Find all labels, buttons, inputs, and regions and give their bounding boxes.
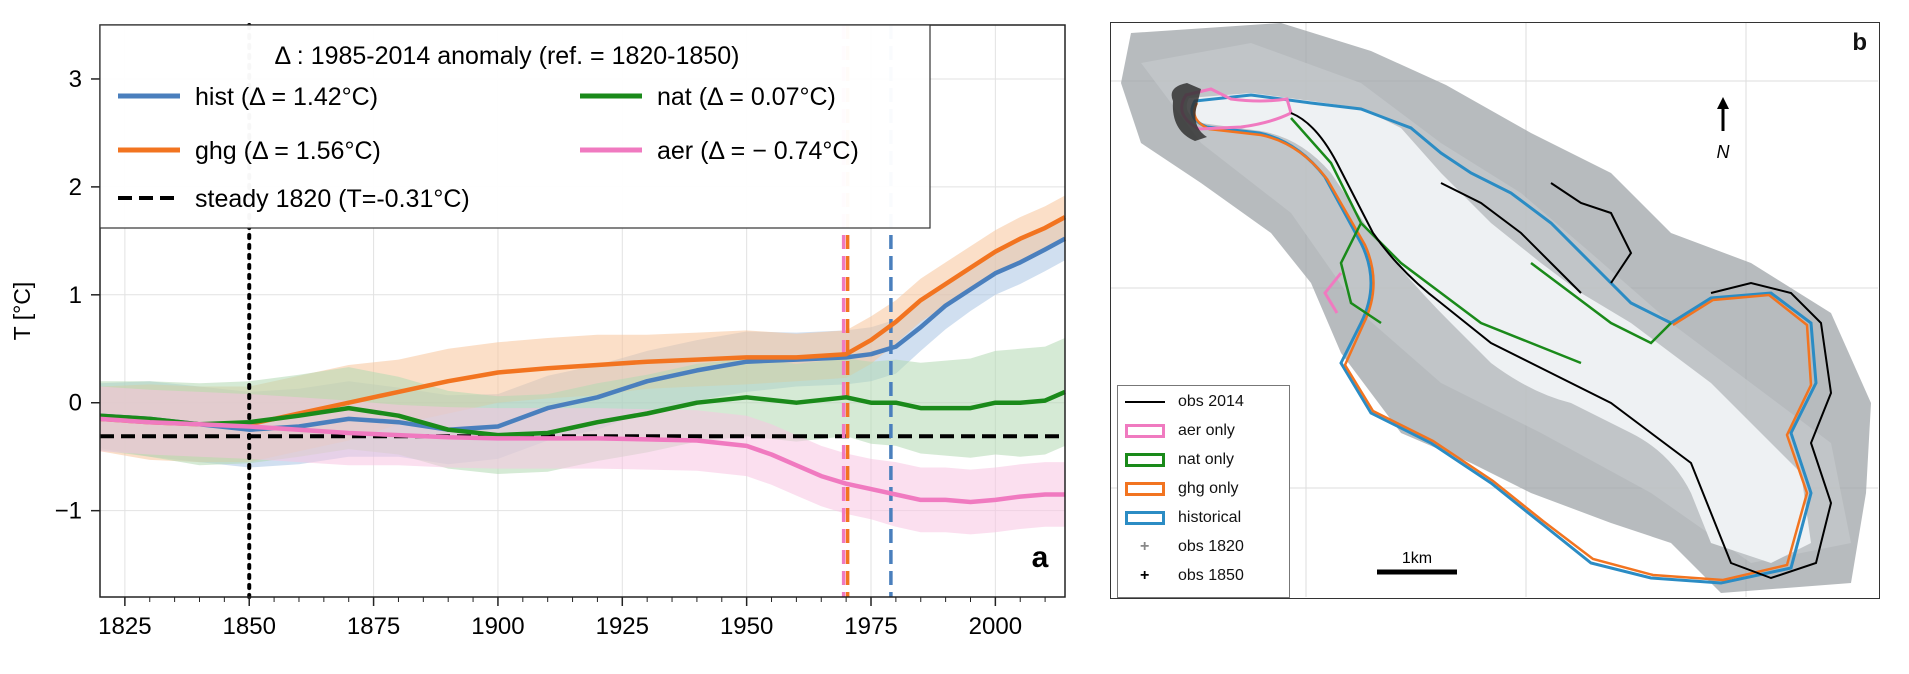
x-tick-label: 1850 — [223, 613, 276, 640]
y-tick-label: 3 — [69, 66, 82, 93]
y-axis-label: T [°C] — [9, 282, 35, 341]
legend-label-hist: hist (Δ = 1.42°C) — [195, 83, 378, 111]
scale-label: 1km — [1402, 550, 1432, 567]
y-tick-label: 2 — [69, 174, 82, 201]
glacier-ice — [1186, 93, 1811, 563]
legend-entry-aer: aer (Δ = − 0.74°C) — [580, 137, 859, 165]
outline-historical — [1190, 93, 1818, 585]
plus-icon: + — [1140, 567, 1150, 584]
legend-symbol-aer-only — [1125, 424, 1165, 438]
band-aer — [100, 386, 1065, 535]
legend-title: Δ : 1985-2014 anomaly (ref. = 1820-1850) — [275, 42, 740, 70]
legend-label-obs-2014: obs 2014 — [1178, 393, 1244, 410]
glacier-map-drawing: N 1km — [1111, 23, 1878, 597]
line-aer — [99, 416, 1065, 505]
legend-label-nat: nat (Δ = 0.07°C) — [657, 83, 836, 111]
x-tick-label: 1900 — [471, 613, 524, 640]
chart-legend: Δ : 1985-2014 anomaly (ref. = 1820-1850)… — [99, 24, 931, 229]
legend-label-ghg-only: ghg only — [1178, 480, 1239, 497]
legend-label-obs-1820: obs 1820 — [1178, 538, 1244, 555]
panel-letter-a: a — [1032, 541, 1049, 574]
line-nat — [99, 389, 1066, 438]
x-tick-label: 1975 — [844, 613, 897, 640]
legend-label-aer-only: aer only — [1178, 422, 1235, 439]
legend-entry-hist: hist (Δ = 1.42°C) — [118, 83, 378, 111]
x-tick-label: 1925 — [596, 613, 649, 640]
map-legend: obs 2014 aer only nat only ghg only hist… — [1117, 385, 1290, 598]
outline-nat-only — [1290, 117, 1672, 365]
x-tick-label: 2000 — [969, 613, 1022, 640]
obs-1820-1850-snout — [1171, 83, 1207, 141]
legend-symbol-nat-only — [1125, 453, 1165, 467]
y-tick-label: −1 — [55, 498, 82, 525]
glacier-map: N 1km b obs 2014 aer only nat only ghg o… — [1110, 22, 1880, 599]
north-arrow-icon — [1717, 97, 1729, 131]
north-label: N — [1717, 142, 1731, 162]
legend-label-historical: historical — [1178, 509, 1242, 526]
y-tick-label: 1 — [69, 282, 82, 309]
legend-label-aer: aer (Δ = − 0.74°C) — [657, 137, 859, 165]
temperature-chart: 1825 1850 1875 1900 1925 1950 1975 2000 −1 0 1 2 3 T… — [9, 23, 1067, 640]
legend-label-ghg: ghg (Δ = 1.56°C) — [195, 137, 381, 165]
legend-label-steady-1820: steady 1820 (T=-0.31°C) — [195, 185, 470, 213]
axis-ticks: 1825 1850 1875 1900 1925 1950 1975 2000 −1 0 1 2 3 — [55, 66, 1046, 640]
y-tick-label: 0 — [69, 390, 82, 417]
legend-entry-nat: nat (Δ = 0.07°C) — [580, 83, 836, 111]
plus-icon: + — [1140, 538, 1150, 555]
x-tick-label: 1825 — [98, 613, 151, 640]
legend-symbol-ghg-only — [1125, 482, 1165, 496]
legend-entry-ghg: ghg (Δ = 1.56°C) — [118, 137, 381, 165]
legend-symbol-historical — [1125, 511, 1165, 525]
legend-label-obs-1850: obs 1850 — [1178, 567, 1244, 584]
series-lines — [99, 215, 1067, 505]
x-tick-label: 1950 — [720, 613, 773, 640]
outline-obs-2014 — [1290, 112, 1833, 580]
legend-entry-steady-1820: steady 1820 (T=-0.31°C) — [118, 185, 470, 213]
legend-label-nat-only: nat only — [1178, 451, 1235, 468]
x-tick-label: 1875 — [347, 613, 400, 640]
legend-symbol-obs-2014 — [1125, 401, 1165, 403]
line-hist — [99, 236, 1067, 432]
panel-letter-b: b — [1852, 29, 1867, 56]
